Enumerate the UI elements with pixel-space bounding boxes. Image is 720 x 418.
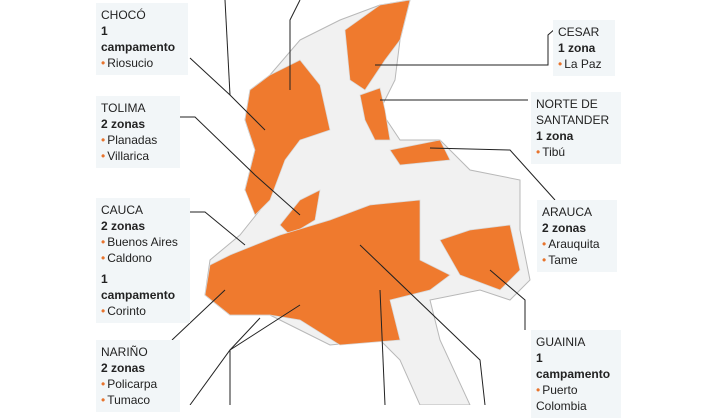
dept-name: TOLIMA — [101, 101, 146, 115]
count: 2 zonas — [101, 361, 146, 375]
region-antioquia-choco — [244, 59, 331, 216]
list-item: Buenos Aires — [101, 234, 185, 250]
list-item: Caldono — [101, 250, 185, 266]
list-item: Tibú — [536, 144, 616, 160]
leader-narino — [189, 317, 261, 405]
list-item: Tame — [542, 252, 612, 268]
label-guainia: GUAINIA 1 campamento Puerto Colombia — [531, 330, 621, 418]
list-item: Corinto — [101, 303, 185, 319]
dept-name: NORTE DE SANTANDER — [536, 97, 610, 127]
dept-name: GUAINIA — [536, 335, 586, 349]
leader-center-2 — [359, 244, 486, 405]
region-cesar — [344, 0, 411, 91]
colombia-map — [162, 0, 557, 405]
region-tolima — [279, 189, 321, 236]
count: 1 campamento — [101, 272, 176, 302]
region-arauca — [389, 139, 451, 166]
label-narino: NARIÑO 2 zonas Policarpa Tumaco — [96, 340, 180, 412]
label-choco: CHOCÓ 1 campamento Riosucio — [96, 3, 188, 75]
leader-center — [379, 289, 386, 405]
count: 2 zonas — [542, 221, 587, 235]
region-norte-santander — [359, 87, 391, 141]
list-item: Arauquita — [542, 236, 612, 252]
list-item: Policarpa — [101, 376, 175, 392]
dept-name: NARIÑO — [101, 345, 148, 359]
region-guainia — [439, 224, 521, 291]
list-item: Puerto Colombia — [536, 382, 596, 414]
label-tolima: TOLIMA 2 zonas Planadas Villarica — [96, 96, 180, 168]
count: 1 zona — [558, 41, 596, 55]
count: 1 campamento — [536, 351, 611, 381]
label-cauca: CAUCA 2 zonas Buenos Aires Caldono 1 cam… — [96, 198, 190, 323]
list-item: Planadas — [101, 132, 175, 148]
list-item: La Paz — [558, 56, 610, 72]
leader-cauca — [188, 211, 246, 246]
dept-name: CAUCA — [101, 203, 144, 217]
count: 2 zonas — [101, 117, 146, 131]
leader-cesar — [375, 27, 557, 66]
label-norte-santander: NORTE DE SANTANDER 1 zona Tibú — [531, 92, 621, 164]
leader-top-2 — [289, 0, 301, 90]
leader-cauca-2 — [171, 289, 226, 341]
list-item: Villarica — [101, 148, 175, 164]
dept-name: CESAR — [558, 25, 600, 39]
dept-name: CHOCÓ — [101, 8, 146, 22]
label-cesar: CESAR 1 zona La Paz — [553, 20, 615, 76]
count: 2 zonas — [101, 219, 146, 233]
label-arauca: ARAUCA 2 zonas Arauquita Tame — [537, 200, 617, 272]
dept-name: ARAUCA — [542, 205, 593, 219]
count: 1 campamento — [101, 24, 176, 54]
list-item: Tumaco — [101, 392, 175, 408]
leader-guainia — [489, 269, 526, 330]
leader-top — [224, 0, 231, 96]
leader-narino-2 — [229, 304, 301, 405]
region-south — [204, 199, 451, 346]
leader-arauca — [429, 147, 556, 201]
count: 1 zona — [536, 129, 574, 143]
list-item: Riosucio — [101, 55, 183, 71]
